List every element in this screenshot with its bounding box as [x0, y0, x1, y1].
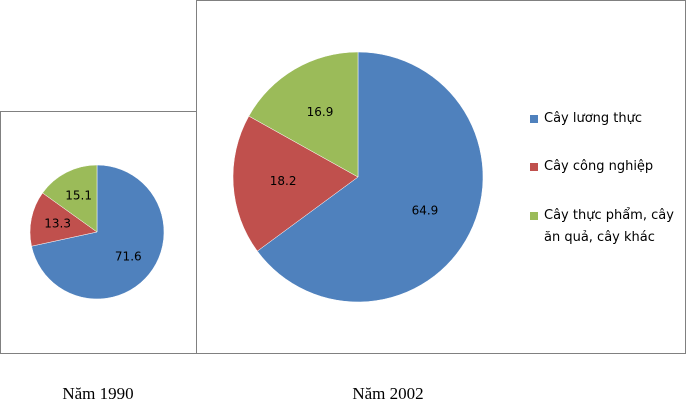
legend-swatch — [530, 163, 538, 171]
legend-swatch — [530, 115, 538, 123]
legend-label: Cây thực phẩm, cây ăn quả, cây khác — [544, 208, 674, 245]
data-label: 16.9 — [307, 105, 334, 119]
legend-label: Cây công nghiệp — [544, 159, 654, 174]
pie-slice — [232, 115, 359, 252]
data-label: 64.9 — [412, 203, 439, 217]
chart-title: Năm 1990 — [62, 384, 133, 403]
data-label: 15.1 — [65, 189, 92, 203]
pie-slice — [29, 192, 98, 247]
legend-swatch — [530, 212, 538, 220]
legend-label: Cây lương thực — [544, 111, 643, 126]
data-label: 18.2 — [270, 174, 297, 188]
data-label: 13.3 — [44, 216, 71, 230]
pie-slice — [31, 164, 165, 300]
data-label: 71.6 — [115, 250, 142, 264]
pie-slice — [248, 51, 359, 178]
chart-title: Năm 2002 — [352, 384, 423, 403]
pie-slice — [256, 51, 484, 303]
pie-slice — [42, 164, 98, 233]
